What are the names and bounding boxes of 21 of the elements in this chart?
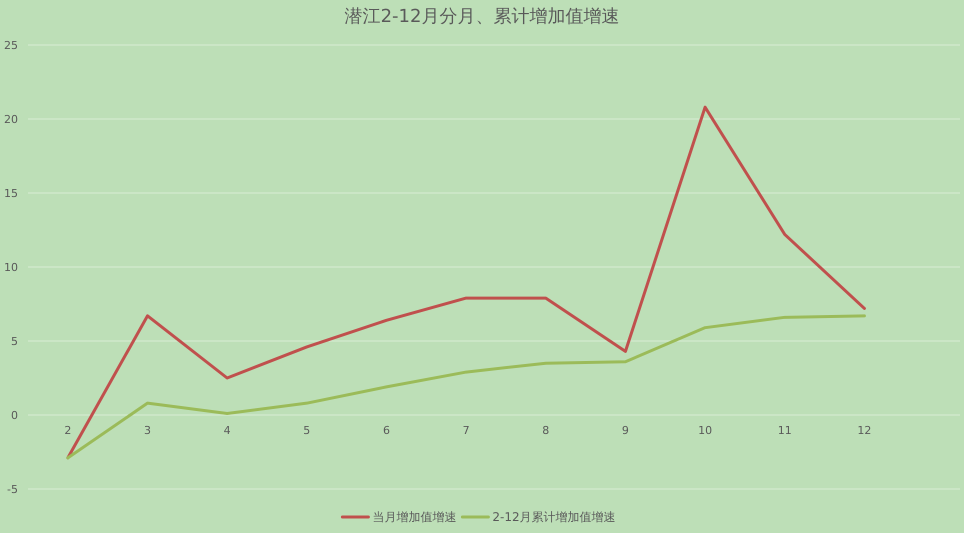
x-tick-label: 11: [778, 424, 792, 437]
y-tick-label: 5: [11, 335, 18, 348]
x-tick-label: 4: [224, 424, 231, 437]
x-tick-label: 3: [144, 424, 151, 437]
x-tick-label: 8: [542, 424, 550, 437]
y-tick-label: 25: [4, 39, 18, 52]
x-tick-label: 5: [303, 424, 310, 437]
x-tick-label: 9: [622, 424, 629, 437]
legend-label: 2-12月累计增加值增速: [492, 510, 616, 524]
y-tick-label: 10: [4, 261, 18, 274]
y-tick-label: 0: [11, 409, 18, 422]
x-tick-label: 12: [857, 424, 872, 437]
y-tick-label: 15: [4, 187, 18, 200]
y-tick-label: 20: [4, 113, 18, 126]
chart-title: 潜江2-12月分月、累计增加值增速: [344, 6, 620, 27]
x-tick-label: 2: [64, 424, 72, 437]
y-tick-label: -5: [7, 483, 18, 496]
x-tick-label: 10: [698, 424, 712, 437]
x-tick-label: 7: [462, 424, 470, 437]
x-tick-label: 6: [382, 424, 390, 437]
legend-label: 当月增加值增速: [372, 510, 456, 524]
